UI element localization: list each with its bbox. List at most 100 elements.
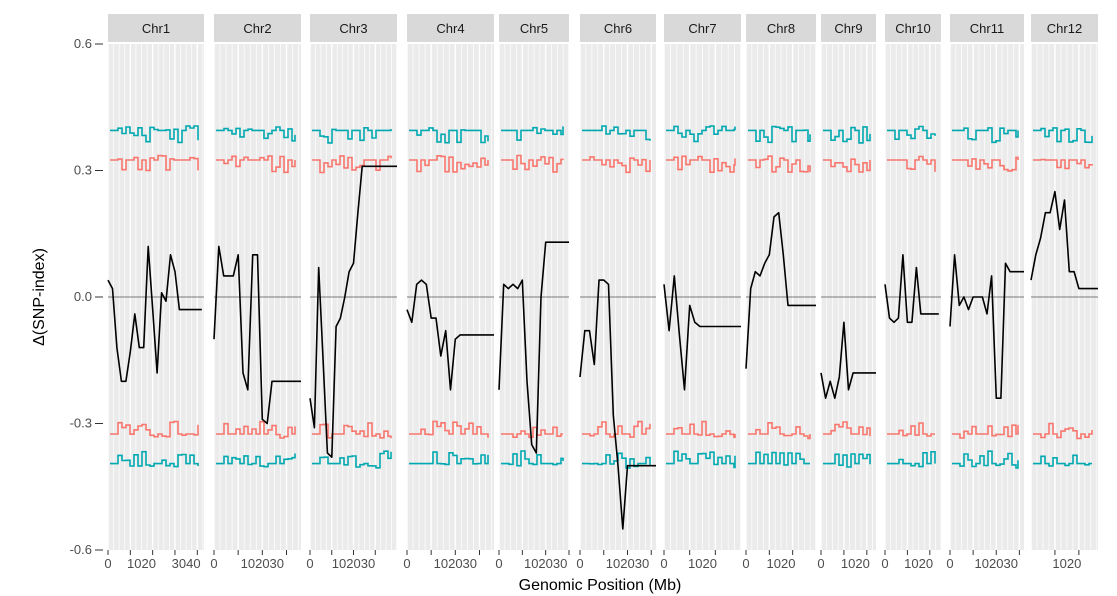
facet-chr8: Chr8 0 1020 — [742, 14, 817, 571]
p99-lower-band — [887, 451, 936, 468]
p95-upper-band — [748, 155, 811, 173]
p95-upper-band — [582, 156, 651, 174]
delta-snp-line — [1030, 190, 1098, 290]
p95-lower-band — [216, 420, 296, 439]
p99-lower-band — [666, 450, 736, 469]
strip-bg — [214, 14, 301, 42]
p95-lower-band — [1033, 422, 1093, 440]
x-tick-label: 102030 — [332, 556, 375, 571]
x-tick-label: 102030 — [241, 556, 284, 571]
delta-snp-line — [820, 321, 876, 399]
strip-label: Chr1 — [142, 21, 170, 36]
strip-label: Chr5 — [520, 21, 548, 36]
p99-upper-band — [952, 127, 1019, 144]
delta-snp-line — [745, 211, 816, 369]
p99-lower-band — [216, 453, 296, 468]
y-tick-label: 0.0 — [74, 289, 92, 304]
x-tick-label: 0 — [403, 556, 410, 571]
p95-lower-band — [887, 422, 935, 437]
delta-snp-line — [884, 254, 939, 324]
delta-snp-line — [406, 279, 494, 391]
strip-bg — [746, 14, 816, 42]
strip-label: Chr2 — [243, 21, 271, 36]
facet-chr9: Chr9 0 1020 — [817, 14, 876, 571]
p99-lower-band — [501, 450, 564, 467]
x-tick-label: 1020 — [767, 556, 796, 571]
x-tick-label: 1020 — [688, 556, 717, 571]
strip-bg — [580, 14, 656, 42]
facet-chr6: Chr6 0 102030 — [576, 14, 656, 571]
strip-bg — [885, 14, 941, 42]
x-tick-label: 1020 — [904, 556, 933, 571]
facet-chr2: Chr2 0 102030 — [210, 14, 301, 571]
x-tick-label: 0 — [742, 556, 749, 571]
strip-bg — [407, 14, 494, 42]
p99-lower-band — [952, 450, 1019, 469]
p95-upper-band — [952, 156, 1019, 172]
strip-label: Chr8 — [767, 21, 795, 36]
strip-bg — [108, 14, 204, 42]
facet-chr1: Chr1 0 1020 3040 — [104, 14, 204, 571]
facet-chr12: Chr12 1020 — [1030, 14, 1098, 571]
delta-snp-line — [579, 279, 656, 530]
p95-lower-band — [110, 420, 199, 438]
strip-label: Chr12 — [1047, 21, 1082, 36]
p95-upper-band — [887, 155, 936, 172]
facet-chr7: Chr7 0 1020 — [660, 14, 742, 571]
p95-lower-band — [409, 420, 489, 438]
x-tick-label: 0 — [210, 556, 217, 571]
strip-label: Chr6 — [604, 21, 632, 36]
strip-label: Chr10 — [895, 21, 930, 36]
p99-lower-band — [823, 453, 871, 468]
delta-snp-line — [107, 245, 202, 383]
p95-upper-band — [409, 155, 489, 173]
p95-lower-band — [582, 420, 651, 438]
x-tick-label: 1020 — [127, 556, 156, 571]
p99-lower-band — [1033, 454, 1092, 467]
delta-snp-line — [498, 241, 569, 454]
delta-snp-line — [213, 245, 301, 425]
x-axis-title: Genomic Position (Mb) — [519, 577, 682, 594]
strip-bg — [499, 14, 569, 42]
p99-lower-band — [312, 450, 392, 469]
strip-bg — [310, 14, 397, 42]
delta-snp-line — [949, 254, 1024, 399]
p99-upper-band — [1033, 127, 1093, 144]
x-tick-label: 0 — [881, 556, 888, 571]
p95-upper-band — [312, 155, 392, 174]
x-tick-label: 102030 — [524, 556, 567, 571]
p95-lower-band — [312, 422, 392, 439]
p99-upper-band — [216, 126, 296, 142]
x-tick-label: 3040 — [172, 556, 201, 571]
x-tick-label: 0 — [817, 556, 824, 571]
y-tick-label: -0.6 — [70, 542, 92, 557]
x-tick-label: 0 — [576, 556, 583, 571]
p95-upper-band — [666, 155, 736, 173]
y-tick-label: 0.3 — [74, 163, 92, 178]
x-tick-label: 1020 — [841, 556, 870, 571]
x-tick-label: 0 — [104, 556, 111, 571]
p99-upper-band — [823, 126, 871, 144]
p99-upper-band — [582, 125, 651, 141]
strip-bg — [664, 14, 741, 42]
strip-label: Chr7 — [688, 21, 716, 36]
y-tick-label: -0.3 — [70, 416, 92, 431]
x-tick-label: 0 — [946, 556, 953, 571]
x-tick-label: 102030 — [434, 556, 477, 571]
p99-upper-band — [501, 126, 564, 141]
strip-label: Chr3 — [339, 21, 367, 36]
p95-lower-band — [748, 422, 811, 440]
p99-upper-band — [110, 125, 199, 144]
p99-upper-band — [409, 127, 489, 144]
x-tick-label: 0 — [495, 556, 502, 571]
p99-upper-band — [748, 125, 811, 144]
p99-lower-band — [409, 451, 489, 466]
strip-label: Chr9 — [834, 21, 862, 36]
p99-upper-band — [887, 125, 936, 140]
p95-upper-band — [823, 158, 871, 173]
strip-bg — [950, 14, 1024, 42]
strip-label: Chr4 — [436, 21, 464, 36]
delta-snp-line — [663, 275, 741, 391]
y-axis-title: Δ(SNP-index) — [31, 248, 48, 346]
